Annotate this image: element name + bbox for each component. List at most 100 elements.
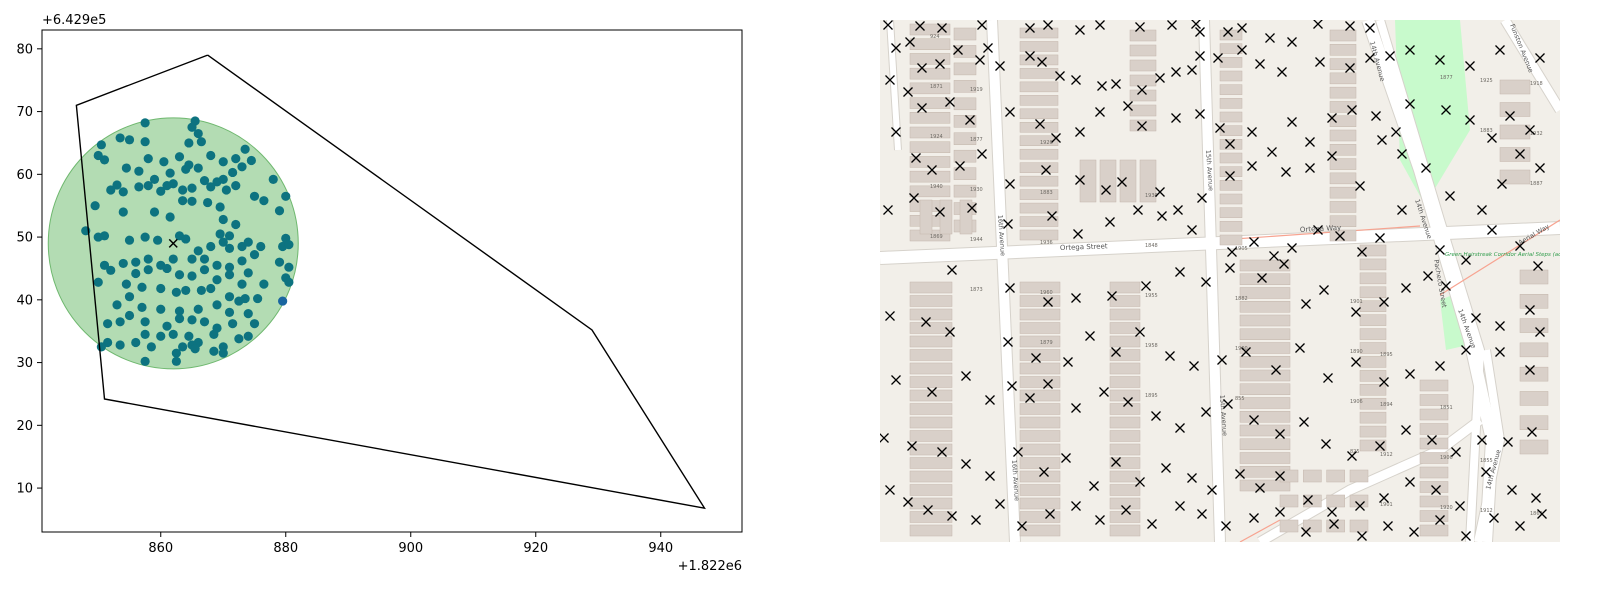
building	[909, 295, 953, 307]
building-number: 1879	[1040, 340, 1053, 346]
building	[1419, 524, 1449, 537]
x-marker	[1461, 345, 1471, 355]
data-point	[221, 185, 231, 195]
x-marker	[1295, 343, 1305, 353]
building-number: 1895	[1380, 352, 1393, 358]
data-point	[137, 282, 147, 292]
building	[1329, 29, 1357, 42]
data-point	[215, 229, 225, 239]
building-number: 1940	[930, 184, 943, 190]
x-marker	[1187, 225, 1197, 235]
x-marker	[1351, 307, 1361, 317]
y-tick-label: 70	[16, 105, 33, 120]
building	[1239, 424, 1291, 437]
building	[1219, 84, 1243, 95]
building	[1219, 125, 1243, 136]
building	[1019, 403, 1061, 415]
data-point	[131, 257, 141, 267]
x-marker	[1097, 81, 1107, 91]
y-tick-label: 60	[16, 168, 33, 183]
x-marker	[1477, 205, 1487, 215]
data-point	[140, 317, 150, 327]
x-marker	[937, 447, 947, 457]
data-point	[228, 167, 238, 178]
building-number: 1930	[970, 187, 983, 193]
building	[1359, 258, 1387, 271]
x-marker	[1155, 187, 1165, 197]
building	[1129, 104, 1157, 117]
data-point	[234, 334, 244, 344]
building	[1129, 74, 1157, 87]
building	[909, 430, 953, 442]
x-marker	[1379, 493, 1389, 503]
data-point	[231, 154, 241, 164]
aerial-way-path	[1439, 219, 1560, 296]
data-point	[224, 307, 235, 317]
building-number: 1955	[1145, 293, 1158, 299]
x-tick-label: 920	[523, 541, 548, 556]
building	[1129, 59, 1157, 72]
building	[953, 62, 977, 76]
data-point	[206, 241, 216, 252]
data-point	[118, 258, 128, 269]
x-marker	[1371, 111, 1381, 121]
data-point	[140, 356, 150, 366]
x-marker	[967, 203, 977, 213]
building-number: 1894	[1380, 402, 1393, 408]
data-point	[90, 201, 100, 211]
building	[1329, 215, 1357, 227]
building	[1019, 189, 1059, 200]
x-marker	[1035, 119, 1045, 129]
sixteenth-avenue-road	[987, 20, 1020, 542]
data-point	[268, 174, 278, 184]
building	[1239, 452, 1291, 464]
x-marker	[907, 441, 917, 451]
building	[909, 484, 953, 496]
x-marker	[1175, 501, 1185, 511]
building	[1329, 101, 1357, 113]
building	[1109, 511, 1141, 523]
data-point	[237, 256, 247, 266]
x-marker	[1531, 493, 1541, 503]
building	[1019, 443, 1061, 456]
x-marker	[1043, 20, 1053, 30]
x-marker	[1005, 283, 1015, 293]
data-point	[187, 196, 197, 206]
x-marker	[1197, 509, 1207, 519]
building	[1219, 221, 1243, 232]
x-marker	[1165, 351, 1175, 361]
x-marker	[1071, 293, 1081, 303]
building	[909, 23, 951, 36]
x-marker	[1175, 267, 1185, 277]
building	[909, 141, 951, 153]
building	[1019, 81, 1059, 93]
x-marker	[1075, 25, 1085, 35]
building-number: 1919	[970, 87, 983, 93]
x-marker	[1507, 485, 1517, 495]
data-point	[218, 348, 228, 358]
building	[953, 80, 977, 93]
data-point	[187, 183, 197, 193]
pacheco-street-road	[1376, 20, 1484, 542]
x-marker	[1409, 527, 1419, 537]
x-marker	[1071, 403, 1081, 413]
building	[1329, 186, 1357, 199]
x-marker	[1133, 205, 1143, 215]
x-marker	[1401, 283, 1411, 293]
x-marker	[1135, 22, 1145, 32]
building	[1019, 68, 1059, 79]
data-point	[206, 283, 216, 294]
x-marker	[1225, 263, 1235, 273]
x-marker	[1383, 521, 1393, 531]
x-marker	[1299, 417, 1309, 427]
x-marker	[1435, 55, 1445, 65]
building-number: 1932	[1530, 131, 1543, 137]
x-marker	[1137, 121, 1147, 131]
building	[1019, 216, 1059, 227]
y-tick-label: 50	[16, 231, 33, 246]
x-marker	[1533, 261, 1543, 271]
data-point	[184, 138, 194, 148]
x-marker	[1435, 245, 1445, 255]
x-marker	[1275, 507, 1285, 517]
x-marker	[977, 149, 987, 159]
